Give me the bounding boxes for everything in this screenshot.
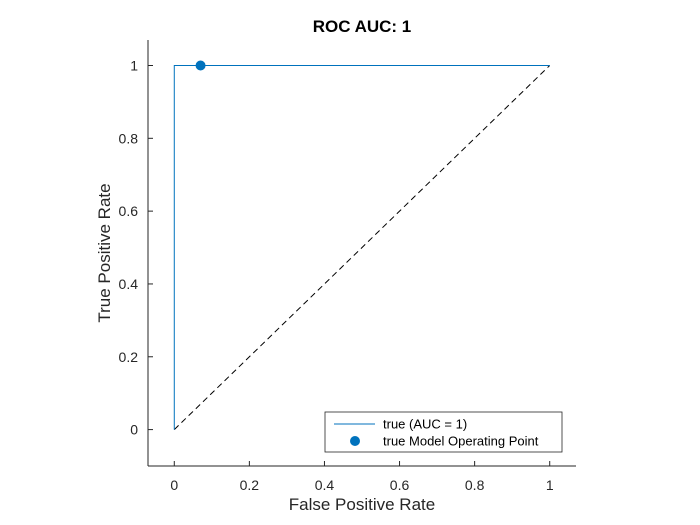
x-tick-label: 0.4 [315, 477, 335, 493]
legend-entry-roc-curve: true (AUC = 1) [383, 417, 467, 432]
legend-entry-operating-point: true Model Operating Point [383, 434, 539, 449]
legend: true (AUC = 1) true Model Operating Poin… [324, 411, 563, 453]
y-tick-label: 0 [130, 422, 138, 438]
x-axis-label: False Positive Rate [289, 495, 435, 514]
chart-title: ROC AUC: 1 [313, 17, 412, 36]
legend-box [324, 411, 563, 453]
y-tick-label: 1 [130, 57, 138, 73]
x-tick-label: 0.6 [390, 477, 410, 493]
y-tick-label: 0.2 [119, 349, 139, 365]
y-tick-label: 0.8 [119, 130, 139, 146]
roc-curve-line [173, 64, 550, 430]
x-tick-label: 0 [170, 477, 178, 493]
plot-area: 0 0.2 0.4 0.6 0.8 1 0 0.2 0.4 0.6 0.8 1 [119, 40, 576, 493]
y-axis-label: True Positive Rate [95, 183, 114, 322]
operating-point-marker [195, 60, 206, 71]
x-tick-label: 0.2 [240, 477, 260, 493]
y-tick-label: 0.4 [119, 276, 139, 292]
chance-reference-line [173, 65, 551, 430]
legend-marker-swatch [350, 436, 360, 446]
x-tick-label: 0.8 [465, 477, 485, 493]
x-tick-label: 1 [546, 477, 554, 493]
y-tick-label: 0.6 [119, 203, 139, 219]
